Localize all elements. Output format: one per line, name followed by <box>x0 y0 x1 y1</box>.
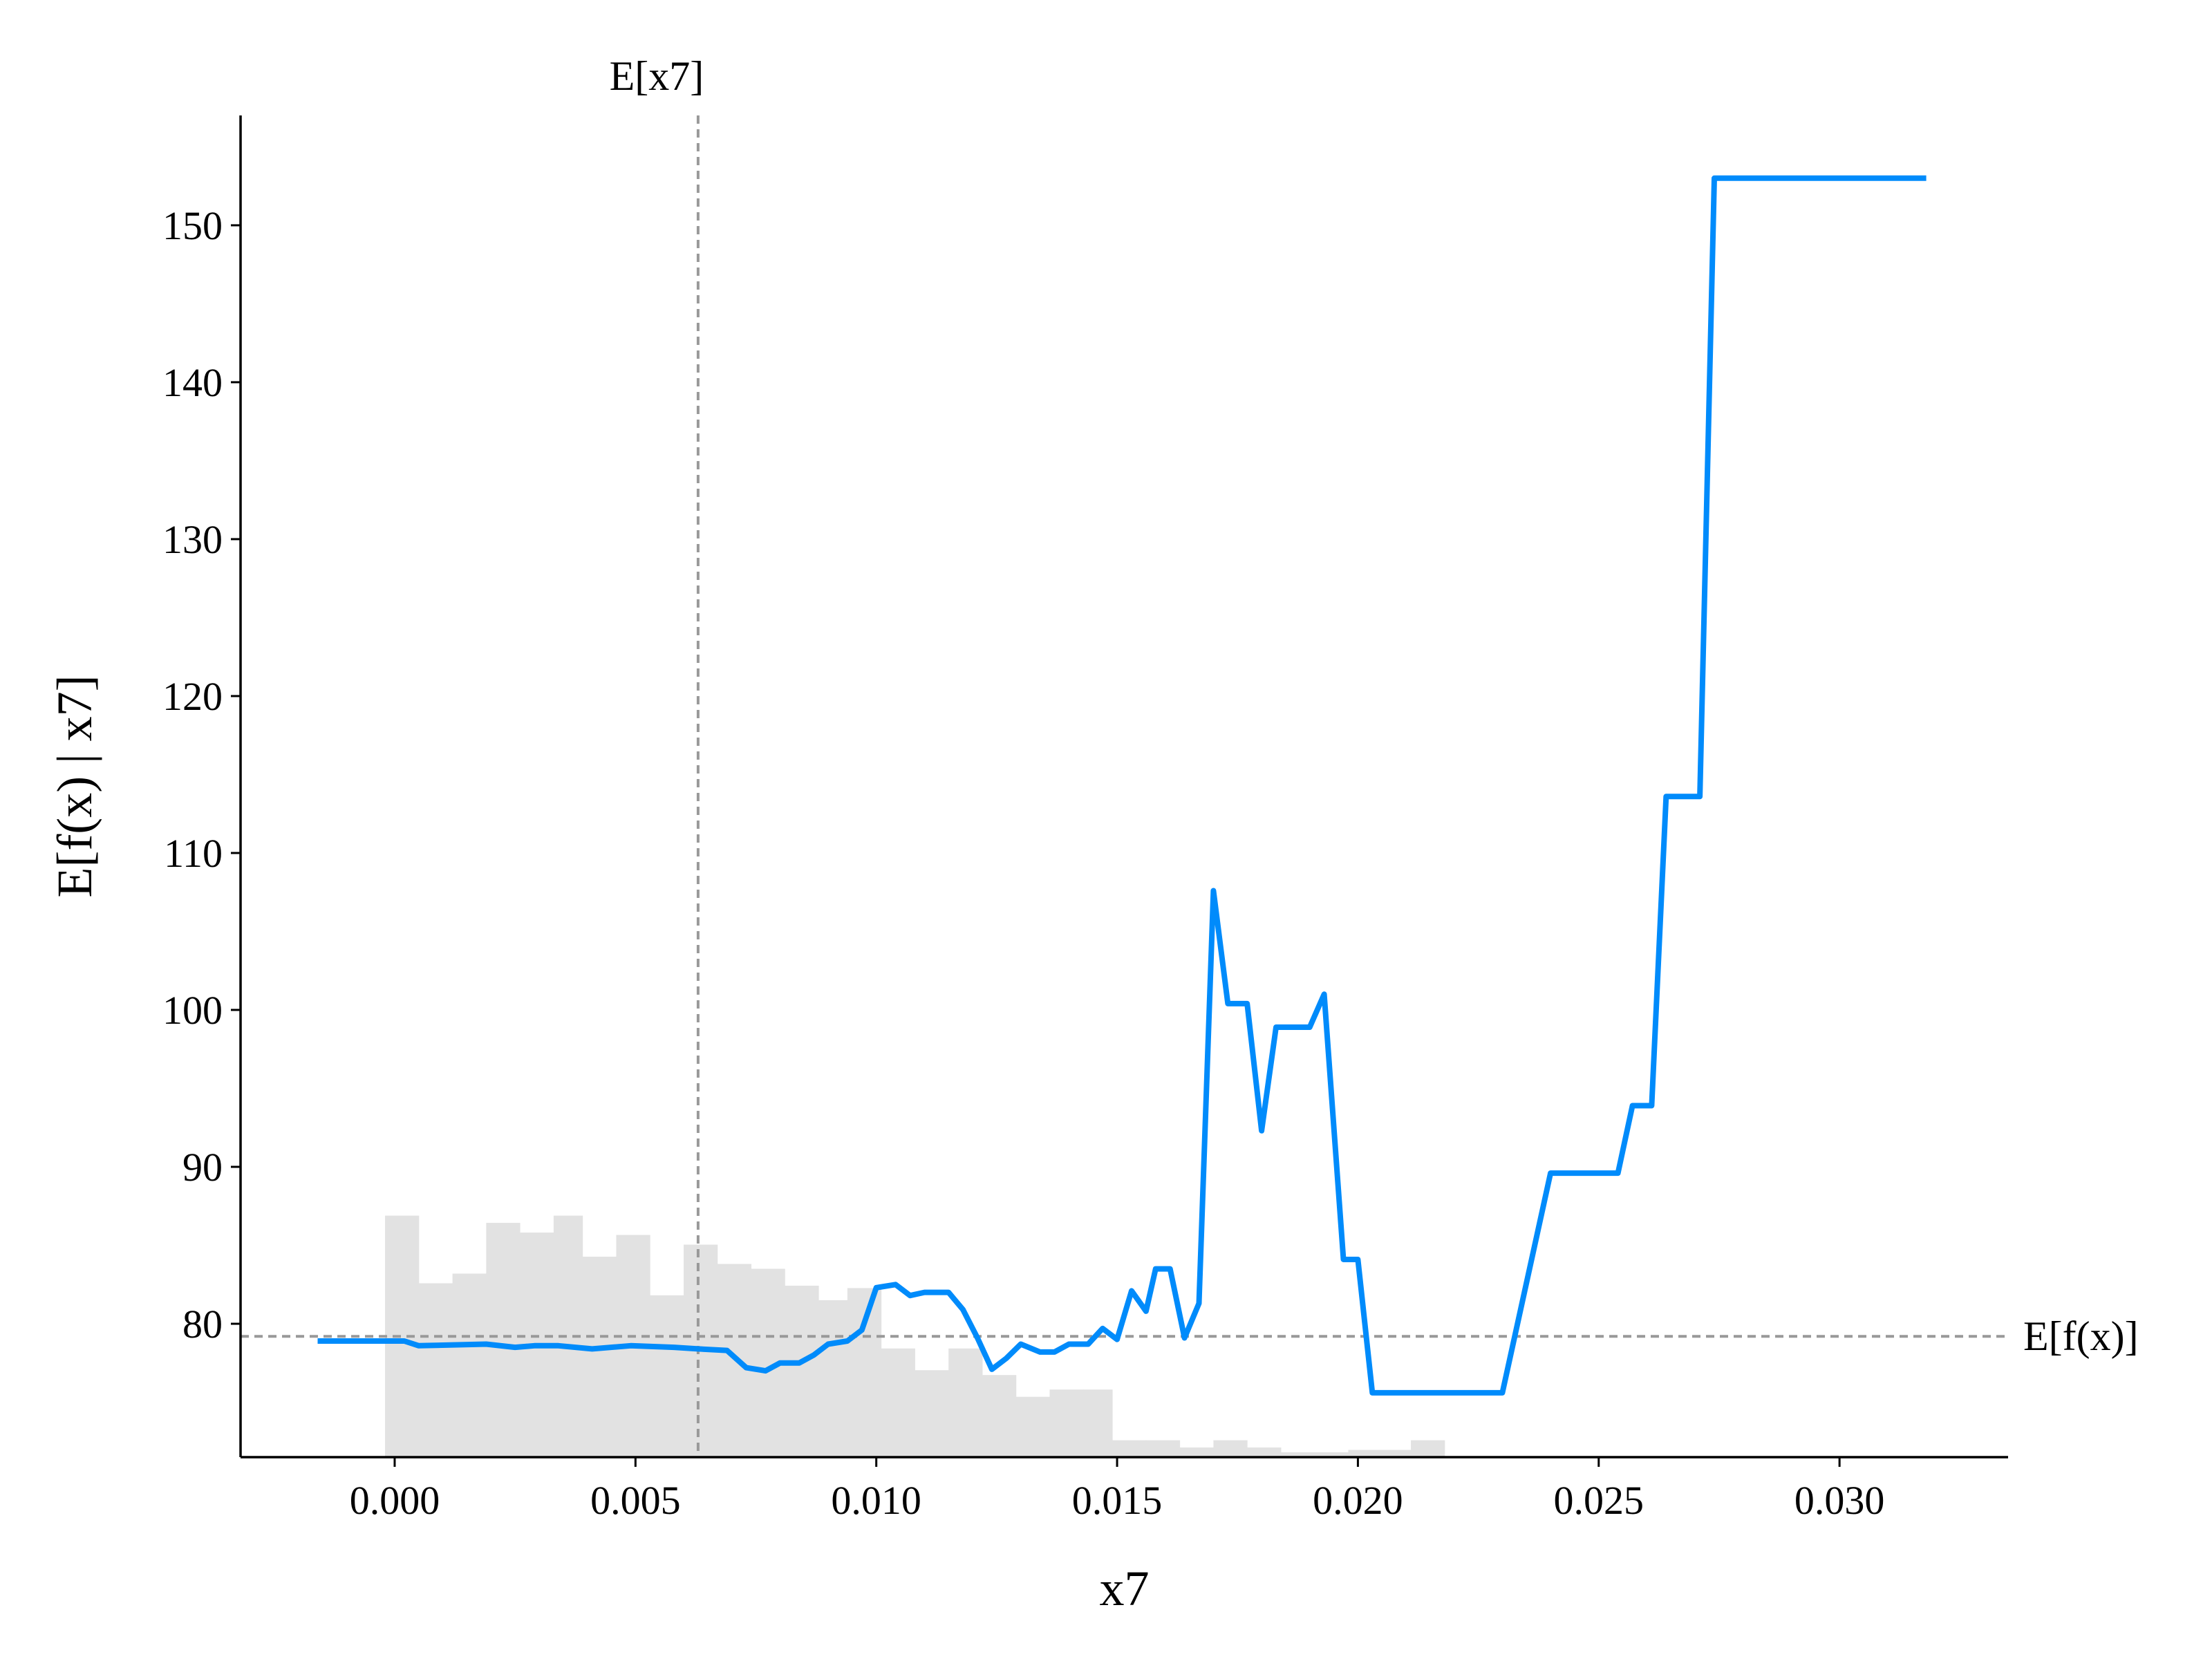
y-axis-title: E[f(x) | x7] <box>47 675 102 897</box>
histogram-bar <box>486 1223 521 1457</box>
y-tick-label: 90 <box>182 1145 223 1190</box>
histogram-bar <box>1112 1440 1147 1457</box>
histogram-bar <box>1348 1450 1378 1457</box>
expected-fx-label: E[f(x)] <box>2023 1313 2139 1359</box>
histogram-bar <box>1314 1452 1349 1457</box>
histogram-bar <box>452 1273 487 1457</box>
x-tick-label: 0.025 <box>1554 1478 1644 1523</box>
histogram-bar <box>1015 1396 1051 1457</box>
histogram-bar <box>582 1257 617 1457</box>
series-line <box>317 175 1927 1396</box>
histogram-bar <box>818 1300 848 1457</box>
histogram-bar <box>982 1375 1017 1457</box>
y-tick-label: 80 <box>182 1302 223 1347</box>
y-tick-label: 150 <box>162 203 223 248</box>
x-tick-label: 0.020 <box>1313 1478 1403 1523</box>
y-tick-label: 100 <box>162 988 223 1033</box>
histogram-bar <box>1083 1389 1113 1457</box>
histogram-bar <box>1213 1440 1248 1457</box>
histogram <box>385 1215 1445 1457</box>
expected-x7-label: E[x7] <box>610 53 704 99</box>
histogram-bar <box>1377 1450 1412 1457</box>
histogram-bar <box>1049 1389 1084 1457</box>
histogram-bar <box>650 1295 684 1457</box>
histogram-bar <box>1280 1452 1315 1457</box>
y-tick-label: 130 <box>162 517 223 562</box>
x-tick-label: 0.005 <box>590 1478 681 1523</box>
histogram-bar <box>881 1348 915 1457</box>
y-tick-label: 140 <box>162 360 223 405</box>
x-tick-label: 0.000 <box>350 1478 440 1523</box>
histogram-bar <box>1179 1447 1214 1457</box>
histogram-bar <box>948 1348 983 1457</box>
x-tick-label: 0.015 <box>1072 1478 1163 1523</box>
axes <box>231 115 2008 1467</box>
histogram-bar <box>1411 1440 1445 1457</box>
x-tick-label: 0.030 <box>1794 1478 1885 1523</box>
y-tick-label: 110 <box>164 831 223 876</box>
tick-labels: 0.000 0.005 0.010 0.015 0.020 0.025 0.030 80 90 1… <box>162 203 1884 1523</box>
histogram-bar <box>915 1370 949 1457</box>
x-tick-label: 0.010 <box>831 1478 921 1523</box>
x-axis-title: x7 <box>1100 1561 1150 1616</box>
reference-lines <box>241 115 2008 1457</box>
histogram-bar <box>847 1288 882 1457</box>
histogram-bar <box>785 1285 819 1457</box>
histogram-bar <box>1247 1447 1282 1457</box>
dependence-line <box>317 175 1927 1396</box>
histogram-bar <box>418 1283 453 1457</box>
histogram-bar <box>1145 1440 1181 1457</box>
y-tick-label: 120 <box>162 674 223 719</box>
